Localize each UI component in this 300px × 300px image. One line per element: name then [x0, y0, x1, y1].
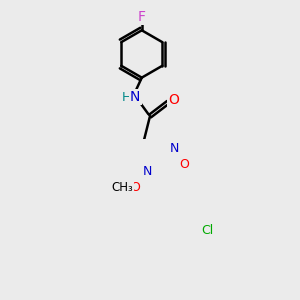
Text: CH₃: CH₃	[111, 181, 133, 194]
Text: O: O	[180, 158, 190, 171]
Text: N: N	[169, 142, 179, 155]
Text: N: N	[143, 165, 152, 178]
Text: N: N	[130, 90, 140, 104]
Text: O: O	[169, 93, 179, 107]
Text: F: F	[138, 10, 146, 24]
Text: O: O	[130, 181, 140, 194]
Text: H: H	[121, 91, 131, 104]
Text: Cl: Cl	[201, 224, 214, 237]
